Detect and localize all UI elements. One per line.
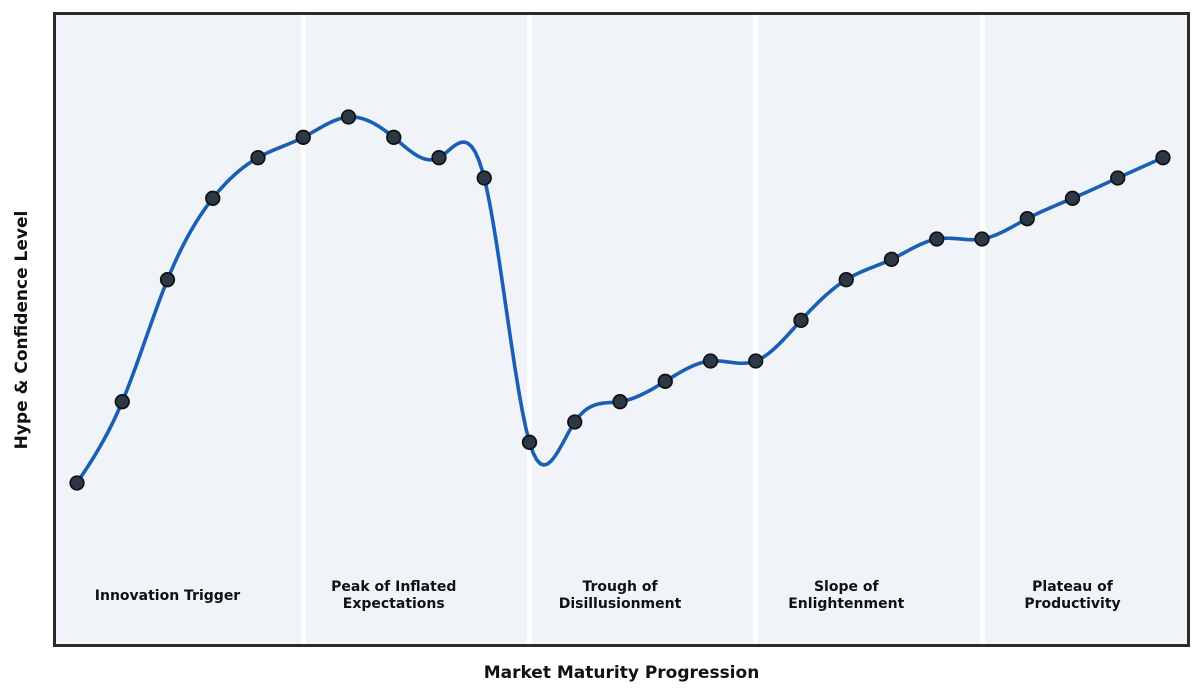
hype-curve-line [75, 115, 1165, 485]
data-point [612, 394, 628, 410]
data-point [159, 272, 176, 288]
y-axis-label-text: Hype & Confidence Level [12, 210, 32, 450]
data-point [702, 353, 719, 369]
phase-label-trough-of-disillusionment: Trough of Disillusionment [558, 579, 682, 612]
phase-label-peak-of-inflated-expectations: Peak of Inflated Expectations [331, 579, 457, 612]
phase-divider [979, 15, 985, 644]
data-point [476, 170, 492, 186]
phase-label-slope-of-enlightenment: Slope of Enlightenment [788, 579, 905, 612]
data-point [793, 312, 809, 328]
phase-divider [300, 15, 306, 644]
data-point [114, 394, 130, 410]
phase-divider [527, 15, 532, 644]
data-point [748, 353, 764, 369]
data-point [69, 475, 85, 491]
data-point [657, 373, 673, 389]
hype-curve-canvas [69, 109, 1171, 491]
data-point [250, 150, 266, 166]
data-point [1019, 211, 1035, 227]
plot-area: Innovation Trigger Peak of Inflated Expec… [53, 12, 1190, 647]
data-point [1155, 150, 1171, 166]
phase-label-plateau-of-productivity: Plateau of Productivity [1024, 579, 1121, 612]
data-point [205, 190, 221, 206]
data-point [340, 109, 357, 125]
x-axis-label: Market Maturity Progression [483, 663, 760, 683]
data-point [1110, 170, 1126, 186]
data-point [431, 150, 447, 166]
data-point [974, 231, 990, 247]
phase-divider [753, 15, 759, 644]
data-point [521, 434, 538, 450]
data-point [295, 129, 311, 145]
data-point [386, 129, 402, 145]
data-point [929, 231, 945, 247]
data-point [883, 251, 900, 267]
phase-label-innovation-trigger: Innovation Trigger [94, 587, 241, 604]
data-point [838, 272, 854, 288]
data-point [567, 414, 583, 430]
data-point [1064, 190, 1081, 206]
